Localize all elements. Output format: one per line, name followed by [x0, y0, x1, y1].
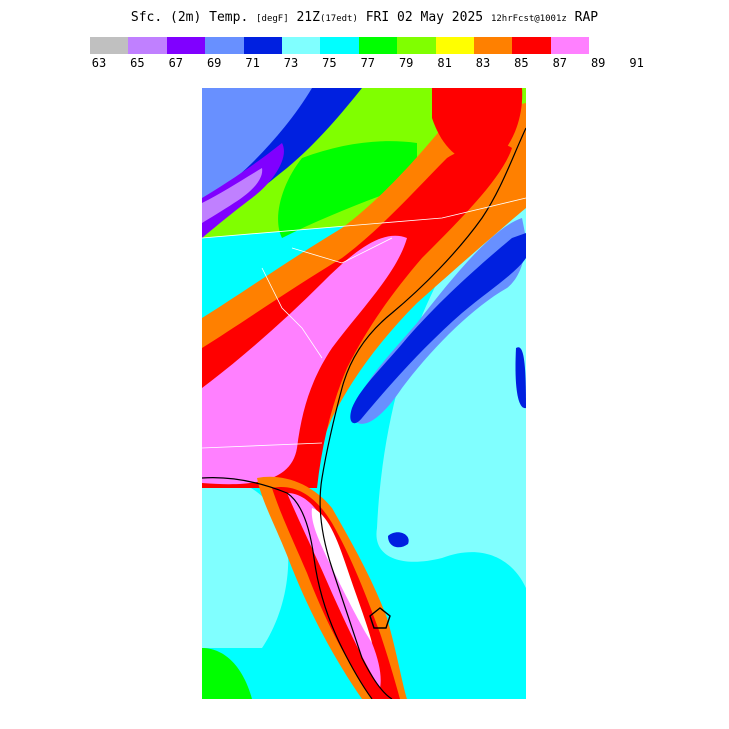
piedmont-77-band [278, 141, 417, 238]
legend-label: 87 [552, 56, 568, 70]
florida-89-core [311, 508, 372, 643]
title-valid-time: 21Z [296, 10, 320, 25]
legend-swatch [128, 37, 167, 54]
title-forecast: 12hrFcst@1001z [490, 14, 567, 24]
legend-swatch [320, 37, 359, 54]
offshore-71-blob [515, 347, 526, 409]
state-border-4 [261, 267, 323, 359]
florida-87-band [287, 493, 381, 688]
state-border-1 [202, 197, 526, 239]
title-date: FRI 02 May 2025 [365, 10, 484, 25]
legend-label: 85 [514, 56, 529, 70]
gulf-coastline [202, 477, 373, 699]
legend-label: 89 [590, 56, 606, 70]
mountain-65-band [202, 168, 263, 223]
offshore-71-spot [388, 532, 409, 548]
state-border-3 [291, 237, 393, 264]
legend-swatch [358, 37, 398, 54]
state-border-2 [202, 442, 323, 449]
legend-label: 73 [283, 56, 299, 70]
mountain-69-band [202, 88, 312, 203]
gulf-73-band [202, 477, 289, 648]
legend-label: 83 [475, 56, 491, 70]
legend-label: 63 [91, 56, 107, 70]
legend-swatch [512, 37, 551, 54]
title-edt: (17edt) [319, 14, 358, 24]
title-unit: [degF] [256, 14, 289, 24]
legend-swatch [435, 37, 474, 54]
legend-label: 77 [360, 56, 376, 70]
map-title: Sfc. (2m) Temp. [degF] 21Z(17edt) FRI 02… [0, 10, 729, 25]
legend-swatch [550, 37, 590, 54]
legend-label: 81 [437, 56, 452, 70]
coastline [319, 127, 526, 699]
color-legend [90, 37, 590, 54]
legend-label: 91 [629, 56, 644, 70]
title-main: Sfc. (2m) Temp. [130, 10, 249, 25]
peak-85-north [432, 88, 523, 164]
legend-swatch [473, 37, 513, 54]
legend-swatch [397, 37, 436, 54]
legend-label: 67 [168, 56, 184, 70]
legend-swatch [205, 37, 244, 54]
legend-label: 79 [398, 56, 414, 70]
atlantic-71-band [350, 233, 526, 424]
legend-swatch [281, 37, 321, 54]
atlantic-cool-band [376, 208, 526, 588]
legend-label: 69 [206, 56, 222, 70]
legend-label: 65 [130, 56, 145, 70]
title-model: RAP [574, 10, 599, 25]
piedmont-87-band [202, 235, 407, 485]
temperature-map [202, 88, 526, 699]
color-legend-labels: 63 65 67 69 71 73 75 77 79 81 83 85 87 89 91 [0, 56, 729, 72]
legend-label: 71 [245, 56, 260, 70]
legend-swatch [166, 37, 206, 54]
lake-okeechobee-marker [369, 607, 391, 629]
legend-label: 75 [322, 56, 337, 70]
legend-swatch [90, 37, 129, 54]
legend-swatch [243, 37, 282, 54]
sw-77-band [202, 648, 252, 699]
